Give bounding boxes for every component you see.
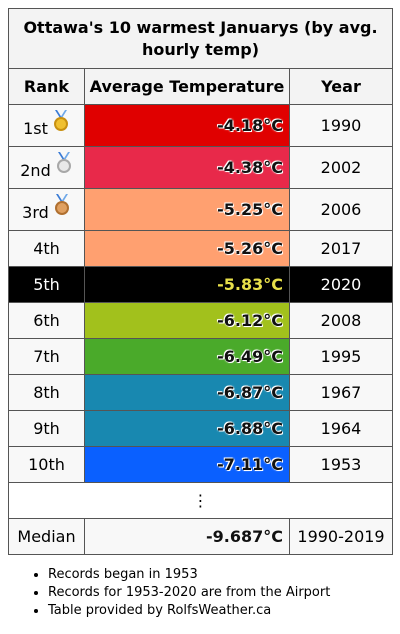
rank-cell: 4th [8,230,85,267]
header-average-temperature: Average Temperature [84,68,290,105]
temperature-cell: -4.38°C [84,146,290,189]
temperature-cell: -6.88°C [84,410,290,447]
table-row: 9th -6.88°C 1964 [8,410,394,447]
note-item: Records for 1953-2020 are from the Airpo… [48,584,330,602]
rank-cell: 7th [8,338,85,375]
rank-label: 2nd [20,161,51,180]
median-label: Median [8,518,85,555]
table-row: 1st -4.18°C 1990 [8,104,394,147]
rank-cell: 3rd [8,188,85,231]
rank-cell: 1st [8,104,85,147]
temperature-cell: -5.25°C [84,188,290,231]
table-row: 5th -5.83°C 2020 [8,266,394,303]
year-cell: 1995 [288,338,394,375]
table-row: 7th -6.49°C 1995 [8,338,394,375]
temperature-cell: -6.12°C [84,302,290,339]
year-cell: 1990 [288,104,394,147]
year-cell: 2020 [288,266,394,303]
rank-cell: 2nd [8,146,85,189]
note-item: Records began in 1953 [48,566,330,584]
header-year: Year [288,68,394,105]
rank-cell: 6th [8,302,85,339]
temperature-cell: -7.11°C [84,446,290,483]
temperature-cell: -6.49°C [84,338,290,375]
notes-list: Records began in 1953 Records for 1953-2… [28,566,330,620]
note-item: Table provided by RolfsWeather.ca [48,602,330,620]
table-title: Ottawa's 10 warmest Januarys (by avg. ho… [7,8,394,69]
gold-medal-icon [52,109,70,142]
temperature-cell: -6.87°C [84,374,290,411]
temperature-cell: -4.18°C [84,104,290,147]
rank-cell: 8th [8,374,85,411]
rank-cell: 9th [8,410,85,447]
table-row: 6th -6.12°C 2008 [8,302,394,339]
bronze-medal-icon [53,193,71,226]
year-cell: 2006 [288,188,394,231]
silver-medal-icon [55,151,73,184]
median-years: 1990-2019 [288,518,394,555]
warmest-januarys-table: Ottawa's 10 warmest Januarys (by avg. ho… [7,8,394,555]
rank-cell: 10th [8,446,85,483]
records-table-container: Ottawa's 10 warmest Januarys (by avg. ho… [7,8,394,555]
table-row: 8th -6.87°C 1967 [8,374,394,411]
year-cell: 2008 [288,302,394,339]
table-row: 10th -7.11°C 1953 [8,446,394,483]
rank-cell: 5th [8,266,85,303]
ellipsis-row: ⋮ [7,482,394,519]
rank-label: 3rd [22,203,49,222]
year-cell: 1953 [288,446,394,483]
table-row: 3rd -5.25°C 2006 [8,188,394,231]
year-cell: 1967 [288,374,394,411]
table-row: 4th -5.26°C 2017 [8,230,394,267]
rank-label: 1st [23,119,48,138]
median-temperature: -9.687°C [84,518,290,555]
table-row: 2nd -4.38°C 2002 [8,146,394,189]
year-cell: 2017 [288,230,394,267]
temperature-cell: -5.83°C [84,266,290,303]
header-rank: Rank [8,68,85,105]
year-cell: 2002 [288,146,394,189]
temperature-cell: -5.26°C [84,230,290,267]
year-cell: 1964 [288,410,394,447]
